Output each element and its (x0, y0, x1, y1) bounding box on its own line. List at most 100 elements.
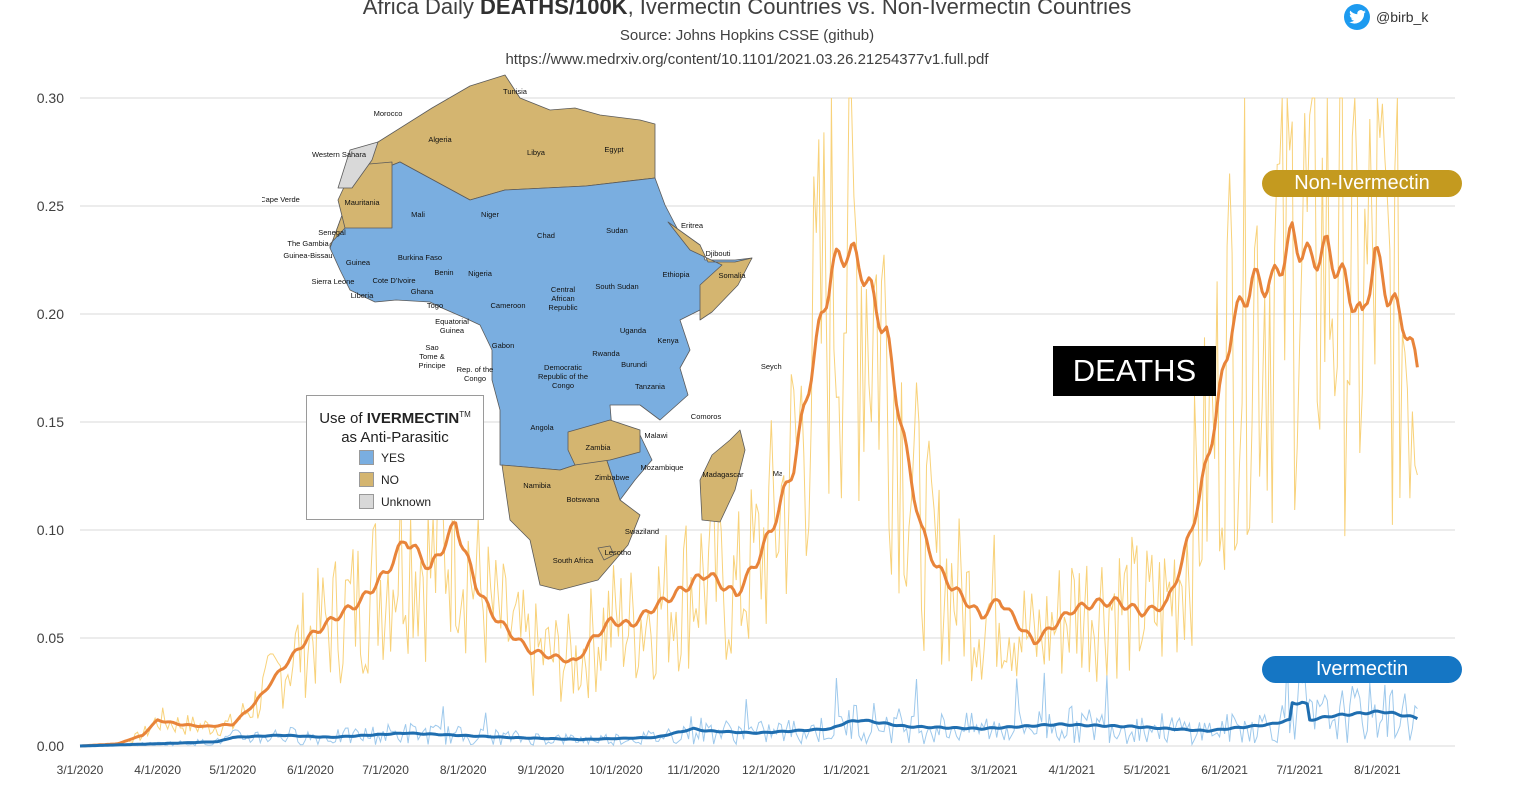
map-label: Ethiopia (662, 270, 690, 279)
map-region-sahel-yes (329, 161, 753, 501)
x-tick-label: 11/1/2020 (667, 763, 720, 777)
map-label: Botswana (567, 495, 601, 504)
x-tick-label: 8/1/2020 (440, 763, 487, 777)
map-label: Namibia (523, 481, 551, 490)
non-ivermectin-line (79, 221, 1419, 748)
x-tick-label: 6/1/2020 (287, 763, 334, 777)
y-tick-label: 0.20 (37, 306, 64, 322)
map-label: Egypt (604, 145, 624, 154)
y-tick-label: 0.30 (37, 90, 64, 106)
map-label: Western Sahara (312, 150, 367, 159)
x-tick-label: 1/1/2021 (823, 763, 870, 777)
map-label: Sudan (606, 226, 628, 235)
x-tick-label: 6/1/2021 (1201, 763, 1248, 777)
handle-text: @birb_k (1376, 9, 1429, 25)
non-ivermectin-label: Non-Ivermectin (1262, 170, 1462, 197)
twitter-bird-icon (1344, 4, 1370, 30)
map-label: Lesotho (605, 548, 632, 557)
map-label: The Gambia (287, 239, 329, 248)
map-region-west-sahara-unknown (337, 141, 379, 189)
map-label: Equatorial Guinea (435, 317, 469, 335)
map-region-horn-no (667, 221, 753, 321)
map-label: Sao Tome & Principe (418, 343, 445, 370)
map-label: Angola (530, 423, 554, 432)
map-label: Mauritania (344, 198, 380, 207)
map-label: South Africa (553, 556, 594, 565)
map-label: Benin (434, 268, 453, 277)
x-tick-label: 5/1/2021 (1124, 763, 1171, 777)
y-tick-label: 0.00 (37, 738, 64, 754)
map-label: Sierra Leone (312, 277, 355, 286)
map-label: Togo (427, 301, 443, 310)
x-tick-label: 4/1/2021 (1048, 763, 1095, 777)
map-label: Liberia (351, 291, 374, 300)
map-label: Cameroon (490, 301, 525, 310)
map-label: Eritrea (681, 221, 704, 230)
map-label: Swaziland (625, 527, 659, 536)
map-label: Djibouti (705, 249, 730, 258)
x-tick-label: 3/1/2021 (971, 763, 1018, 777)
map-label: Mozambique (641, 463, 684, 472)
map-label: Ghana (411, 287, 434, 296)
map-label: Zambia (585, 443, 611, 452)
map-label: Somalia (718, 271, 746, 280)
legend-swatch-yes (359, 450, 374, 465)
legend-item-no: NO (359, 472, 399, 487)
map-label: Cote D'Ivoire (372, 276, 415, 285)
x-tick-label: 3/1/2020 (57, 763, 104, 777)
map-label: Senegal (318, 228, 346, 237)
map-label: Burkina Faso (398, 253, 442, 262)
legend-title: Use of IVERMECTINTM as Anti-Parasitic (319, 410, 471, 446)
map-label: Nigeria (468, 269, 493, 278)
y-tick-label: 0.05 (37, 630, 64, 646)
chart-source: Source: Johns Hopkins CSSE (github) (619, 27, 875, 44)
map-labels: Tunisia Morocco Algeria Libya Egypt Western S… (262, 87, 782, 565)
deaths-label: DEATHS (1053, 346, 1216, 396)
map-label: Algeria (428, 135, 452, 144)
map-label: Mauritius (773, 469, 782, 478)
map-label: Tunisia (503, 87, 528, 96)
legend-swatch-no (359, 472, 374, 487)
legend-item-yes: YES (359, 450, 405, 465)
x-tick-label: 12/1/2020 (742, 763, 796, 777)
chart-url[interactable]: https://www.medrxiv.org/content/10.1101/… (505, 51, 989, 68)
map-label: Burundi (621, 360, 647, 369)
map-label: Democratic Republic of the Congo (538, 363, 588, 390)
legend-swatch-unknown (359, 494, 374, 509)
map-label: Seychelles (761, 362, 782, 371)
map-label: Morocco (374, 109, 403, 118)
map-label: Guinea (346, 258, 371, 267)
map-label: Uganda (620, 326, 647, 335)
map-label: Mali (411, 210, 425, 219)
x-tick-label: 10/1/2020 (589, 763, 643, 777)
map-label: Zimbabwe (595, 473, 630, 482)
map-label: Kenya (657, 336, 679, 345)
africa-map: Tunisia Morocco Algeria Libya Egypt Western S… (262, 74, 782, 591)
map-label: Central African Republic (548, 285, 577, 312)
map-label: Niger (481, 210, 499, 219)
map-label: Libya (527, 148, 546, 157)
legend-item-unknown: Unknown (359, 494, 431, 509)
x-tick-label: 7/1/2020 (362, 763, 409, 777)
map-label: Gabon (492, 341, 515, 350)
map-label: Chad (537, 231, 555, 240)
map-legend: Use of IVERMECTINTM as Anti-Parasitic YES… (306, 395, 484, 520)
ivermectin-label: Ivermectin (1262, 656, 1462, 683)
map-label: Rep. of the Congo (457, 365, 494, 383)
map-label: South Sudan (595, 282, 638, 291)
chart-title: Africa Daily DEATHS/100K, Ivermectin Cou… (362, 0, 1132, 19)
y-tick-label: 0.25 (37, 198, 64, 214)
x-tick-label: 2/1/2021 (901, 763, 948, 777)
map-label: Guinea-Bissau (283, 251, 332, 260)
y-tick-label: 0.10 (37, 522, 64, 538)
map-label: Comoros (691, 412, 722, 421)
x-tick-label: 5/1/2020 (209, 763, 256, 777)
map-label: Cape Verde (262, 195, 300, 204)
ivermectin-line (79, 700, 1419, 748)
map-region-zambia-no (567, 419, 641, 466)
twitter-handle[interactable]: @birb_k (1344, 4, 1428, 30)
map-label: Madagascar (702, 470, 744, 479)
map-region-madagascar-no (699, 429, 746, 523)
map-label: Tanzania (635, 382, 666, 391)
